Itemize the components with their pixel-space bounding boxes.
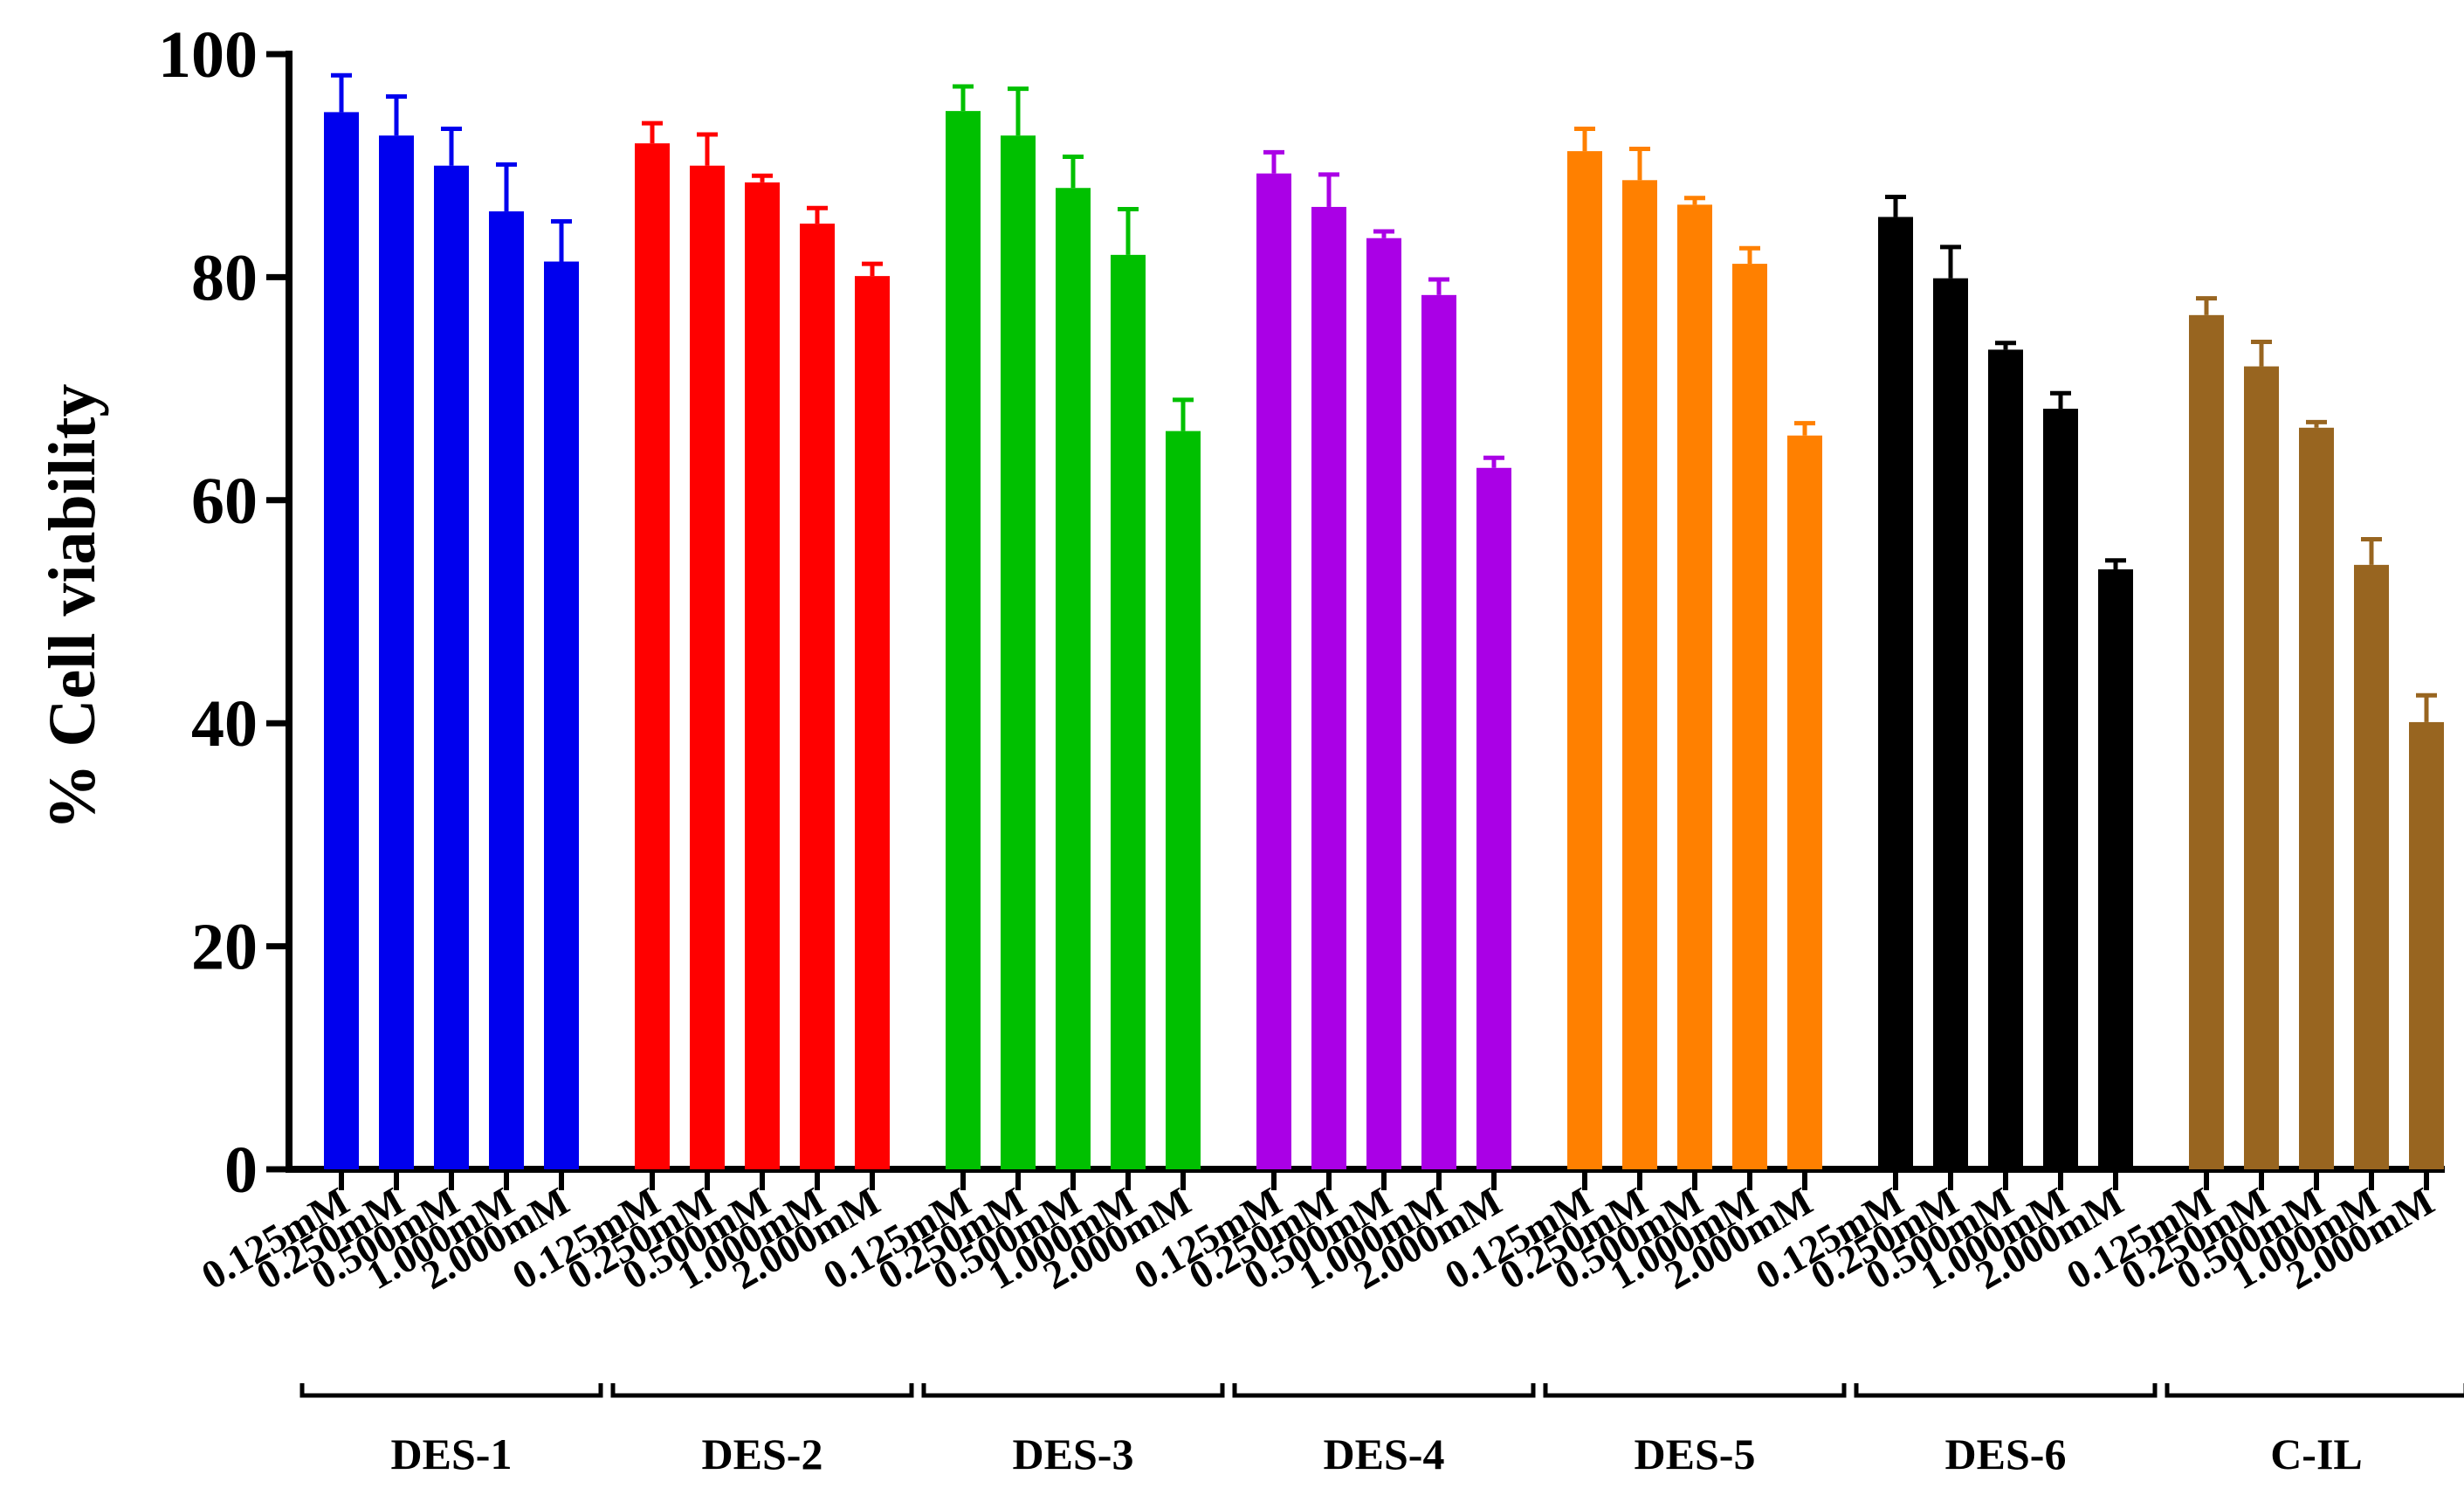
bar [1111,254,1146,1169]
bar [2354,564,2389,1169]
y-tick-label: 0 [224,1133,258,1207]
group-bracket [299,1383,603,1398]
group-bracket [1854,1383,2158,1398]
y-tick-label: 80 [191,241,258,314]
group-label: DES-3 [1013,1430,1134,1478]
bar [855,276,890,1169]
bar [1311,206,1346,1170]
group-bracket [2165,1383,2464,1398]
bar [379,135,414,1170]
bar [2043,409,2078,1169]
group-label: DES-2 [702,1430,823,1478]
group-label: DES-6 [1945,1430,2067,1478]
group-label: DES-1 [391,1430,513,1478]
bar [2244,366,2279,1169]
group-label: C-IL [2270,1430,2363,1478]
y-axis-title: % Cell viability [36,384,109,830]
y-tick-label: 20 [191,911,258,984]
bar [1677,204,1712,1169]
bar [1166,431,1201,1170]
bar [1732,264,1767,1170]
bar [544,261,579,1170]
bar [2409,721,2444,1169]
bar [1933,278,1968,1169]
y-tick-label: 40 [191,687,258,761]
group-bracket [610,1383,914,1398]
bar [1056,188,1091,1170]
bar [1567,151,1602,1169]
bar [1421,294,1456,1169]
y-tick-label: 100 [158,18,258,92]
group-label: DES-5 [1635,1430,1756,1478]
bar [946,111,981,1170]
bar [800,224,835,1169]
bar [2098,568,2133,1169]
y-tick-label: 60 [191,465,258,538]
bar [2299,427,2334,1169]
bar [1366,238,1401,1170]
bar [635,143,670,1169]
bar [690,165,725,1170]
bar [745,182,780,1170]
group-label: DES-4 [1324,1430,1445,1478]
bar [1878,217,1913,1169]
bar [1001,135,1036,1170]
chart-marks: 0204060801000.125mM0.250mM0.500mM1.000mM… [158,18,2464,1478]
bar [1476,467,1511,1169]
bar [324,112,359,1169]
bar [1256,173,1291,1169]
group-bracket [1232,1383,1536,1398]
bar [434,165,469,1170]
group-bracket [1543,1383,1847,1398]
bar [489,211,524,1169]
bar [1787,435,1822,1169]
bar [1988,349,2023,1169]
group-bracket [921,1383,1225,1398]
bar [2189,314,2224,1169]
bar [1622,180,1657,1169]
